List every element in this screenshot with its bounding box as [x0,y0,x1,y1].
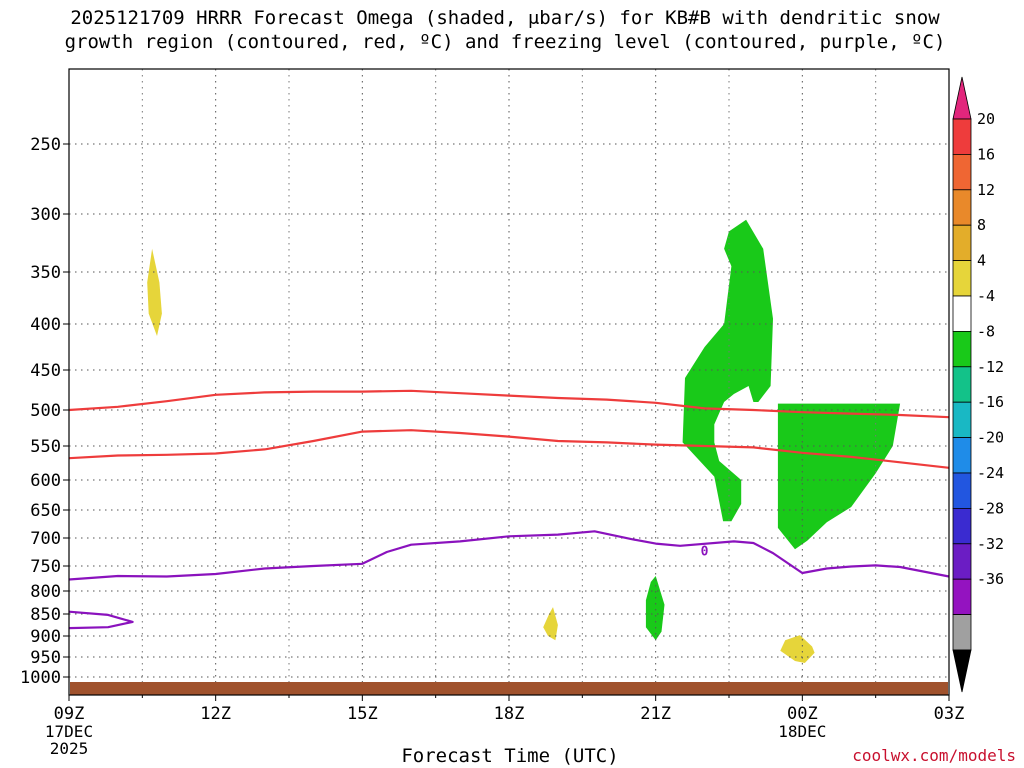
colorbar-swatch-7 [952,366,972,403]
colorbar-label-9: -20 [977,429,1004,447]
colorbar-label-3: 8 [977,216,986,234]
colorbar-swatch-4 [952,260,972,297]
y-tick-label-500: 500 [30,401,61,421]
colorbar-swatch-10 [952,472,972,509]
contour-layer: 0 [68,389,950,630]
y-tick-label-700: 700 [30,529,61,549]
y-tick-label-300: 300 [30,205,61,225]
colorbar-label-12: -32 [977,535,1004,553]
x-axis-label: Forecast Time (UTC) [401,745,619,767]
y-tick-label-550: 550 [30,437,61,457]
colorbar-label-1: 16 [977,145,995,163]
colorbar-label-7: -12 [977,358,1004,376]
x-tick-label-09Z: 09Z [54,704,85,724]
colorbar-swatch-6 [952,330,972,368]
y-tick-label-650: 650 [30,501,61,521]
x-tick-date-00Z: 18DEC [778,722,826,741]
colorbar-swatch-1 [952,153,972,191]
colorbar-swatch-3 [952,224,972,261]
grid-layer [69,69,949,695]
x-tick-label-18Z: 18Z [494,704,525,724]
y-tick-label-850: 850 [30,605,61,625]
colorbar-label-10: -24 [977,464,1004,482]
x-tick-label-00Z: 00Z [787,704,818,724]
ground-surface [70,682,948,695]
chart-title-line2: growth region (contoured, red, ºC) and f… [64,31,946,53]
x-tick-label-21Z: 21Z [640,704,671,724]
omega-region-lower-yellow-1 [543,607,558,641]
chart-title: 2025121709 HRRR Forecast Omega (shaded, … [0,6,1010,54]
y-tick-label-600: 600 [30,471,61,491]
x-tick-label-03Z: 03Z [934,704,965,724]
colorbar-top-arrow [952,76,972,120]
y-tick-label-350: 350 [30,263,61,283]
colorbar-swatch-5 [952,295,972,332]
x-tick-label-12Z: 12Z [200,704,231,724]
x-tick-year-09Z: 2025 [50,739,89,758]
colorbar-label-4: 4 [977,252,986,270]
colorbar-swatch-14 [952,614,972,651]
colorbar-swatch-9 [952,437,972,474]
x-tick-date-09Z: 17DEC [45,722,93,741]
colorbar-swatch-12 [952,543,972,580]
colorbar-label-5: -4 [977,287,995,305]
colorbar-swatch-2 [952,189,972,226]
axes-layer: 2503003504004505005506006507007508008509… [20,68,965,758]
colorbar-bottom-arrow [952,649,972,693]
colorbar-label-8: -16 [977,393,1004,411]
dgz-contour-dgz-bottom [68,429,950,469]
y-tick-label-900: 900 [30,627,61,647]
chart-title-line1: 2025121709 HRRR Forecast Omega (shaded, … [70,7,940,29]
y-tick-label-400: 400 [30,315,61,335]
ground-layer [70,682,948,695]
colorbar-label-0: 20 [977,110,995,128]
y-tick-label-450: 450 [30,361,61,381]
freezing-level-loop [68,610,134,630]
x-tick-label-15Z: 15Z [347,704,378,724]
colorbar-label-6: -8 [977,322,995,340]
colorbar-layer: 20 16 12 8 4 -4 -8 -12 -16 -20 -24 -28 -32 -36 [952,76,1004,693]
omega-region-lower-green [645,576,665,641]
omega-shading-layer [147,219,901,663]
colorbar-label-11: -28 [977,499,1004,517]
colorbar-swatch-8 [952,401,972,439]
y-tick-label-1000: 1000 [20,668,61,688]
y-tick-label-800: 800 [30,582,61,602]
colorbar-swatch-0 [952,118,972,155]
colorbar-label-13: -36 [977,570,1004,588]
colorbar-swatch-11 [952,507,972,545]
y-tick-label-950: 950 [30,648,61,668]
omega-region-upper-yellow [147,248,162,336]
freezing-level-label: 0 [701,544,709,559]
omega-region-green-block [777,403,901,550]
y-tick-label-250: 250 [30,135,61,155]
dgz-contour-dgz-top [68,389,950,419]
y-tick-label-750: 750 [30,557,61,577]
omega-region-lower-yellow-2 [780,635,815,663]
colorbar-label-2: 12 [977,181,995,199]
credit-link[interactable]: coolwx.com/models [852,746,1016,765]
freezing-level-contour [68,530,950,581]
colorbar-swatch-13 [952,578,972,616]
